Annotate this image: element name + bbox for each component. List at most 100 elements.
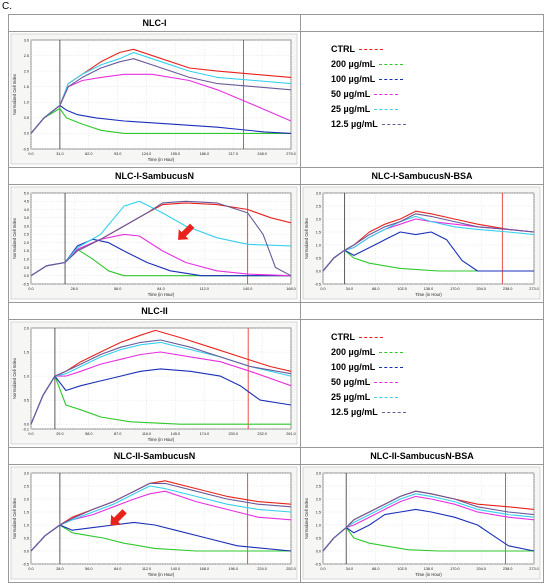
x-tick-label: 56.0 xyxy=(85,567,92,571)
y-tick-label: 1.5 xyxy=(316,510,321,514)
x-tick-label: 116.0 xyxy=(142,432,151,436)
x-tick-label: 217.0 xyxy=(228,152,238,156)
y-tick-label: 3.5 xyxy=(24,216,29,220)
y-tick-label: 4.0 xyxy=(24,208,29,212)
x-tick-label: 58.0 xyxy=(85,432,92,436)
arrow-shape xyxy=(110,509,127,526)
legend-entry: 50 µg/mL xyxy=(331,375,543,390)
x-tick-label: 196.0 xyxy=(228,567,238,571)
x-tick-label: 170.0 xyxy=(450,567,460,571)
series-line xyxy=(30,339,292,425)
annotation-arrow xyxy=(178,223,195,240)
x-axis-label: Time (in Hour) xyxy=(148,437,175,442)
x-tick-label: 232.0 xyxy=(257,432,267,436)
y-tick-label: 0.0 xyxy=(24,132,29,136)
x-tick-label: 112.0 xyxy=(142,567,151,571)
chart-panel-nlc-ii-sambucusn: 0.0 28.0 56.0 84.0 112.0 140.0 168.0 196.0 224.0… xyxy=(8,464,301,583)
x-tick-label: 136.0 xyxy=(424,287,434,291)
x-tick-label: 140.0 xyxy=(171,567,181,571)
y-tick-label: 0.0 xyxy=(316,549,321,553)
legend-label: 50 µg/mL xyxy=(331,377,371,387)
x-tick-label: 102.0 xyxy=(397,567,407,571)
line-chart: 0.0 34.0 68.0 102.0 136.0 170.0 204.0 238.0 273.… xyxy=(302,466,541,580)
x-tick-label: 29.0 xyxy=(56,432,63,436)
y-tick-label: 2.0 xyxy=(24,69,29,73)
y-tick-label: 2.5 xyxy=(316,484,321,488)
arrow-shape xyxy=(178,223,195,240)
figure-label: C. xyxy=(2,1,12,12)
empty-header xyxy=(300,14,544,32)
series-line xyxy=(30,107,291,134)
x-tick-label: 0.0 xyxy=(28,287,33,291)
x-axis-label: Time (in Hour) xyxy=(415,572,442,577)
x-tick-label: 102.0 xyxy=(397,287,407,291)
y-tick-label: 1.0 xyxy=(24,523,29,527)
x-tick-label: 279.0 xyxy=(286,152,296,156)
legend-label: 12.5 µg/mL xyxy=(331,407,378,417)
x-tick-label: 204.0 xyxy=(476,287,486,291)
chart-panel-nlc-ii: 0.0 29.0 58.0 87.0 116.0 145.0 174.0 203.0 232.0… xyxy=(8,319,301,448)
y-tick-label: 0.5 xyxy=(24,116,29,120)
legend-swatch xyxy=(359,337,383,339)
chart-panel-nlc-i-sambucusn-bsa: 0.0 34.0 68.0 102.0 136.0 170.0 204.0 238.0 273.… xyxy=(300,184,544,303)
x-tick-label: 68.0 xyxy=(372,287,379,291)
x-axis-label: Time (in Hour) xyxy=(415,292,442,297)
y-tick-label: 1.0 xyxy=(24,374,29,378)
series-line xyxy=(30,368,292,425)
legend-label: 200 µg/mL xyxy=(331,347,376,357)
y-tick-label: 2.5 xyxy=(316,204,321,208)
x-axis-label: Time (in Hour) xyxy=(148,292,175,297)
x-tick-label: 56.0 xyxy=(114,287,121,291)
legend: CTRL 200 µg/mL 100 µg/mL 50 µg/mL 25 µg/mL 12… xyxy=(301,320,543,420)
series-line xyxy=(30,482,292,552)
x-tick-label: 170.0 xyxy=(450,287,460,291)
y-axis-label: Normalized Cell Index xyxy=(12,217,17,259)
legend-swatch xyxy=(379,79,404,81)
x-axis-label: Time (in Hour) xyxy=(148,157,175,162)
y-tick-label: -0.1 xyxy=(22,427,29,431)
legend-entry: 12.5 µg/mL xyxy=(331,117,543,132)
x-tick-label: 238.0 xyxy=(503,287,513,291)
panel-title: NLC-I xyxy=(8,14,301,32)
legend-swatch xyxy=(381,412,406,414)
y-tick-label: 1.0 xyxy=(24,101,29,105)
y-tick-label: 3.0 xyxy=(316,471,321,475)
legend-swatch xyxy=(374,94,399,96)
panel-title: NLC-II-SambucusN-BSA xyxy=(300,447,544,465)
x-tick-label: 34.0 xyxy=(346,567,353,571)
x-tick-label: 248.0 xyxy=(257,152,267,156)
x-tick-label: 84.0 xyxy=(114,567,121,571)
legend-swatch xyxy=(379,367,404,369)
y-tick-label: 0.5 xyxy=(24,536,29,540)
legend-label: CTRL xyxy=(331,332,355,342)
y-tick-label: 0.5 xyxy=(24,398,29,402)
y-tick-label: 5.0 xyxy=(24,191,29,195)
x-tick-label: 0.0 xyxy=(28,152,33,156)
line-chart: 0.0 34.0 68.0 102.0 136.0 170.0 204.0 238.0 273.… xyxy=(302,186,541,300)
x-tick-label: 0.0 xyxy=(28,567,33,571)
panel-title: NLC-II-SambucusN xyxy=(8,447,301,465)
y-tick-label: 1.5 xyxy=(24,249,29,253)
empty-header xyxy=(300,302,544,320)
y-tick-label: 0.5 xyxy=(316,536,321,540)
line-chart: 0.0 29.0 58.0 87.0 116.0 145.0 174.0 203.0 232.0… xyxy=(10,321,298,445)
series-line xyxy=(30,200,292,277)
y-axis-label: Normalized Cell Index xyxy=(12,497,17,539)
y-tick-label: 3.0 xyxy=(24,224,29,228)
y-tick-label: -0.5 xyxy=(22,562,29,566)
legend-entry: 25 µg/mL xyxy=(331,390,543,405)
y-tick-label: 2.5 xyxy=(24,484,29,488)
x-tick-label: 0.0 xyxy=(320,287,325,291)
x-tick-label: 68.0 xyxy=(372,567,379,571)
y-tick-label: 2.5 xyxy=(24,233,29,237)
y-tick-label: 0.5 xyxy=(24,266,29,270)
x-tick-label: 112.0 xyxy=(200,287,209,291)
legend-swatch xyxy=(379,352,404,354)
figure-grid: NLC-I 0.0 31.0 62.0 93.0 124.0 155.0 186.0 217.… xyxy=(8,14,544,583)
y-tick-label: -0.5 xyxy=(314,562,321,566)
x-tick-label: 124.0 xyxy=(142,152,152,156)
y-axis-label: Normalized Cell Index xyxy=(304,217,309,259)
y-tick-label: 4.5 xyxy=(24,200,29,204)
y-tick-label: 2.0 xyxy=(316,217,321,221)
line-chart: 0.0 31.0 62.0 93.0 124.0 155.0 186.0 217.0 248.0… xyxy=(10,33,298,165)
